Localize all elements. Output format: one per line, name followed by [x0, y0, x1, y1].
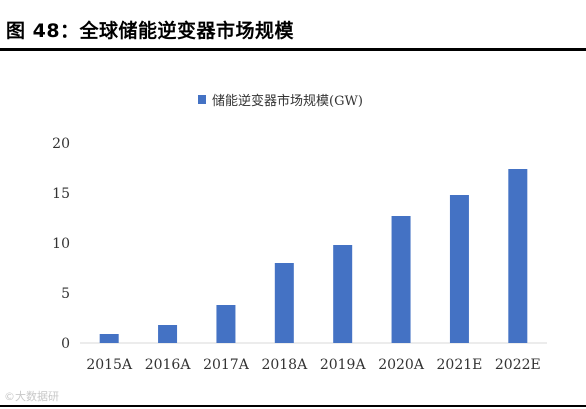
- x-tick-label: 2015A: [86, 357, 133, 373]
- y-axis: 0 5 10 15 20: [52, 136, 70, 352]
- x-tick-label: 2021E: [437, 357, 483, 373]
- x-tick-label: 2018A: [261, 357, 308, 373]
- bar-2015A: [99, 334, 119, 343]
- y-tick-label: 20: [52, 136, 70, 152]
- x-tick-label: 2020A: [378, 357, 425, 373]
- x-axis: 2015A 2016A 2017A 2018A 2019A 2020A 2021E 2022E: [86, 357, 540, 373]
- bar-2017A: [216, 305, 236, 343]
- bar-2019A: [333, 245, 353, 343]
- bottom-rule: [0, 405, 586, 407]
- x-tick-label: 2017A: [203, 357, 250, 373]
- y-tick-label: 15: [52, 186, 70, 202]
- legend-swatch: [198, 95, 206, 104]
- bars: [99, 169, 528, 343]
- title-rule: [0, 48, 586, 51]
- legend: 储能逆变器市场规模(GW): [198, 93, 363, 109]
- x-tick-label: 2016A: [145, 357, 192, 373]
- bar-2016A: [158, 325, 178, 343]
- bar-2021E: [449, 195, 469, 343]
- y-tick-label: 5: [61, 286, 70, 302]
- watermark: ©大数据研: [4, 390, 59, 403]
- bar-2022E: [508, 169, 528, 343]
- legend-label: 储能逆变器市场规模(GW): [212, 93, 363, 109]
- y-tick-label: 0: [61, 336, 70, 352]
- x-tick-label: 2022E: [495, 357, 541, 373]
- figure-title: 图 48：全球储能逆变器市场规模: [6, 20, 295, 42]
- bar-2020A: [391, 216, 411, 343]
- bar-2018A: [274, 263, 294, 343]
- x-tick-label: 2019A: [320, 357, 367, 373]
- y-tick-label: 10: [52, 236, 70, 252]
